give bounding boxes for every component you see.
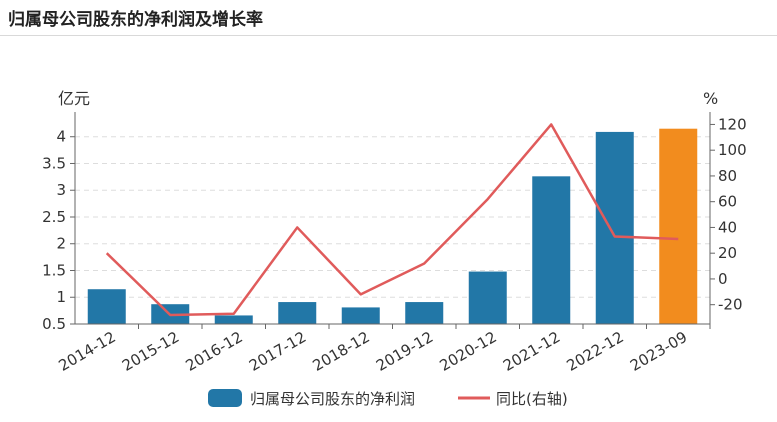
bar-2017-12	[278, 302, 317, 324]
right-axis-unit: %	[703, 89, 718, 108]
left-tick-label: 0.5	[42, 315, 66, 333]
legend-line-label: 同比(右轴)	[496, 390, 568, 408]
bar-2016-12	[214, 315, 253, 324]
x-tick-label: 2018-12	[309, 328, 372, 375]
x-tick-label: 2014-12	[55, 328, 118, 375]
left-tick-label: 2	[56, 235, 66, 253]
left-tick-label: 3.5	[42, 154, 66, 172]
right-tick-label: 100	[718, 141, 747, 159]
left-tick-label: 1	[56, 288, 66, 306]
x-tick-label: 2015-12	[119, 328, 182, 375]
left-tick-label: 3	[56, 181, 66, 199]
left-axis-unit: 亿元	[58, 89, 90, 108]
right-tick-label: 60	[718, 193, 737, 211]
bar-2020-12	[468, 271, 507, 324]
bar-2019-12	[405, 302, 444, 324]
x-tick-label: 2020-12	[436, 328, 499, 375]
x-tick-label: 2022-12	[563, 328, 626, 375]
left-tick-label: 1.5	[42, 261, 66, 279]
right-tick-label: 80	[718, 167, 737, 185]
left-tick-label: 2.5	[42, 208, 66, 226]
x-tick-label: 2016-12	[182, 328, 245, 375]
right-tick-label: 120	[718, 115, 747, 133]
legend-bar-label: 归属母公司股东的净利润	[250, 390, 415, 408]
bar-2023-09	[659, 128, 698, 324]
bar-2021-12	[532, 176, 571, 324]
chart-title: 归属母公司股东的净利润及增长率	[8, 10, 263, 30]
right-tick-label: -20	[718, 296, 743, 314]
legend-bar-swatch	[208, 389, 242, 407]
x-tick-label: 2021-12	[500, 328, 563, 375]
x-tick-label: 2023-09	[627, 328, 690, 375]
bar-2018-12	[341, 307, 380, 324]
right-tick-label: 40	[718, 218, 737, 236]
x-tick-label: 2017-12	[246, 328, 309, 375]
yoy-line	[105, 123, 679, 317]
bar-2014-12	[87, 289, 126, 324]
title-bar: 归属母公司股东的净利润及增长率	[0, 0, 777, 36]
x-tick-label: 2019-12	[373, 328, 436, 375]
right-tick-label: 0	[718, 270, 728, 288]
bar-2022-12	[595, 131, 634, 324]
left-tick-label: 4	[56, 128, 66, 146]
right-tick-label: 20	[718, 244, 737, 262]
